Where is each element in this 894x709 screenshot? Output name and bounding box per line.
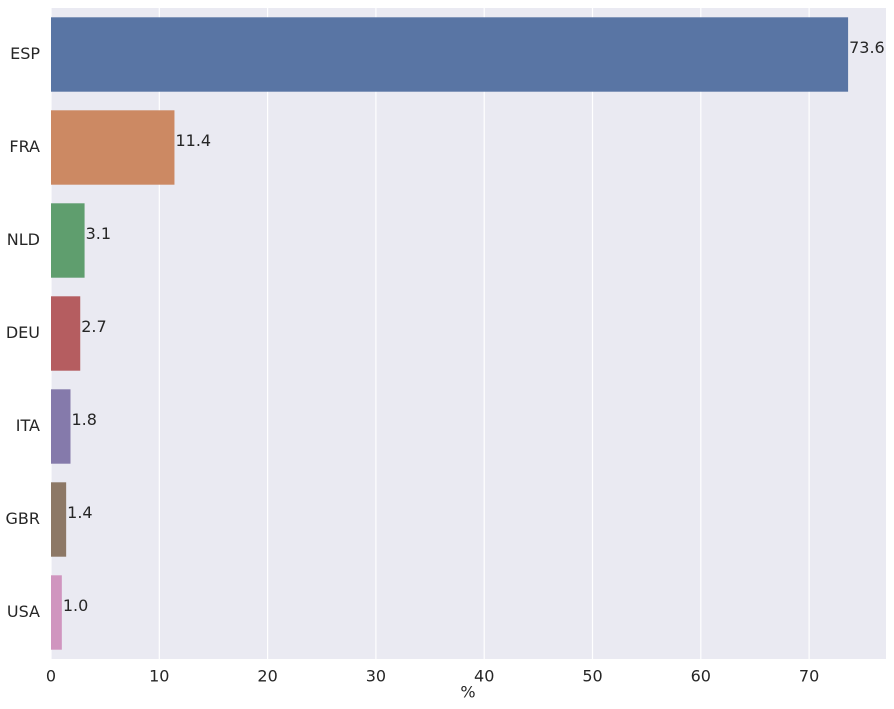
y-tick-label: NLD — [7, 230, 40, 249]
bar — [51, 17, 849, 92]
bar — [51, 110, 175, 185]
y-tick-label: GBR — [6, 509, 41, 528]
bar — [51, 482, 67, 557]
bar — [51, 203, 85, 278]
value-label: 1.4 — [67, 503, 92, 522]
x-axis-label: % — [460, 683, 475, 702]
bar — [51, 575, 62, 650]
plot-area — [51, 8, 886, 659]
x-tick-label: 20 — [257, 667, 277, 686]
x-tick-label: 60 — [691, 667, 711, 686]
value-label: 1.0 — [63, 596, 88, 615]
x-tick-label: 10 — [149, 667, 169, 686]
y-tick-label: ITA — [16, 416, 40, 435]
y-tick-label: DEU — [6, 323, 40, 342]
value-label: 73.6 — [849, 38, 885, 57]
y-tick-label: FRA — [9, 137, 40, 156]
x-tick-label: 30 — [366, 667, 386, 686]
x-tick-label: 40 — [474, 667, 494, 686]
x-tick-label: 50 — [582, 667, 602, 686]
x-tick-label: 70 — [799, 667, 819, 686]
value-label: 11.4 — [175, 131, 211, 150]
value-label: 3.1 — [86, 224, 111, 243]
y-tick-label: ESP — [10, 44, 40, 63]
bar — [51, 296, 81, 371]
value-label: 1.8 — [71, 410, 96, 429]
y-tick-label: USA — [7, 602, 40, 621]
value-label: 2.7 — [81, 317, 106, 336]
x-tick-label: 0 — [46, 667, 56, 686]
bar — [51, 389, 71, 464]
